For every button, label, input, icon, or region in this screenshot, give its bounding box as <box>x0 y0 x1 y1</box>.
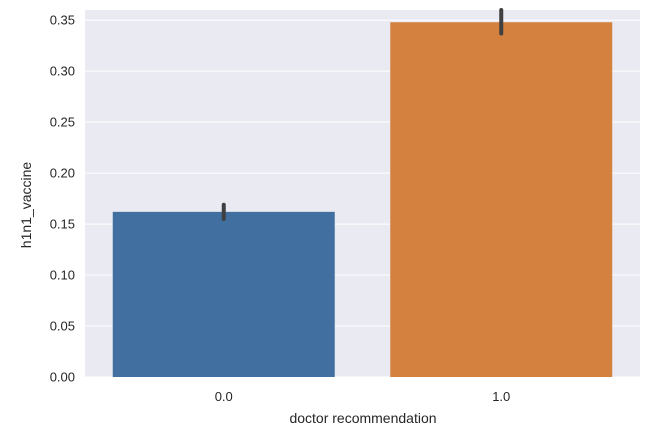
bar-0.0 <box>112 211 335 377</box>
y-tick-label: 0.05 <box>50 319 75 334</box>
y-axis-label: h1n1_vaccine <box>18 162 34 249</box>
y-tick-label: 0.30 <box>50 64 75 79</box>
bar-1.0 <box>390 22 613 377</box>
y-tick-label: 0.10 <box>50 268 75 283</box>
x-axis-label: doctor recommendation <box>289 410 436 426</box>
error-bars <box>221 8 504 221</box>
y-tick-label: 0.20 <box>50 166 75 181</box>
y-tick-label: 0.25 <box>50 115 75 130</box>
y-axis-ticks: 0.00 0.05 0.10 0.15 0.20 0.25 0.30 0.35 <box>50 13 75 385</box>
x-axis-ticks: 0.0 1.0 <box>215 389 511 404</box>
bars <box>112 22 613 377</box>
y-tick-label: 0.35 <box>50 13 75 28</box>
y-tick-label: 0.15 <box>50 217 75 232</box>
x-tick-label: 0.0 <box>215 389 233 404</box>
x-tick-label: 1.0 <box>492 389 510 404</box>
y-tick-label: 0.00 <box>50 370 75 385</box>
